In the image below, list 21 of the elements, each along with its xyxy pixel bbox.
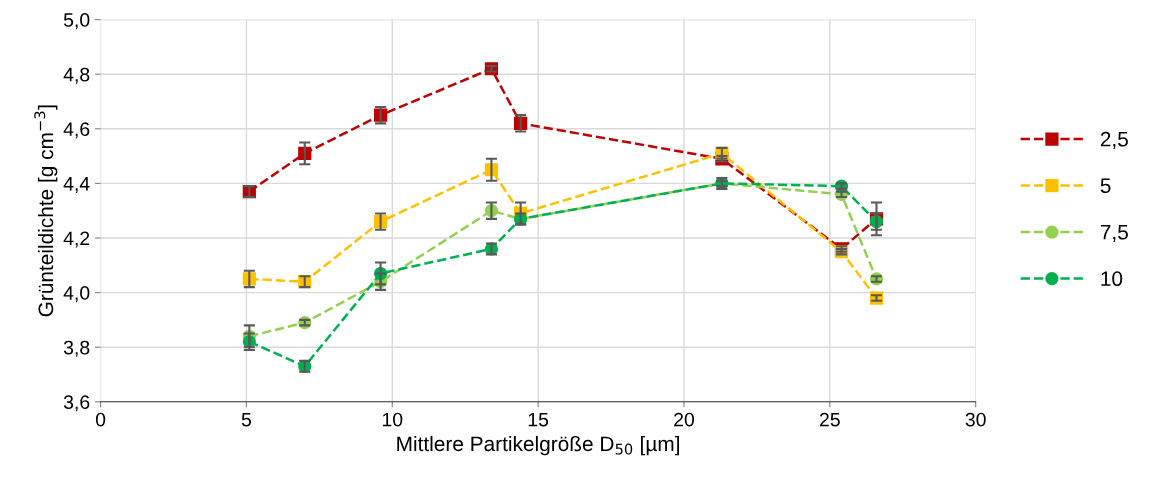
x-tick-label: 10 [382,412,403,427]
y-tick-label: 4,6 [63,122,90,139]
y-tick-label: 5,0 [63,13,90,30]
y-tick-label: 3,6 [63,395,90,412]
x-tick-label: 5 [241,412,252,427]
y-tick-label: 4,2 [63,231,90,248]
y-tick-label: 4,4 [63,177,90,193]
x-tick-label: 30 [965,412,986,427]
legend-label: 10 [1101,271,1123,287]
x-axis-title: Mittlere Partikelgröße D$_{50}$ [µm] [397,435,679,456]
legend-label: 7,5 [1100,225,1128,243]
x-tick-label: 20 [674,412,695,427]
legend-label: 5 [1100,178,1111,194]
y-axis-title: Grünteildichte [g cm$^{−3}$] [34,105,58,317]
y-tick-label: 4,0 [63,286,90,303]
x-tick-label: 15 [528,412,549,427]
x-tick-label: 25 [819,412,840,427]
legend-label: 2,5 [1100,131,1128,149]
y-tick-label: 4,8 [63,67,90,84]
x-tick-label: 0 [95,412,106,427]
y-tick-label: 3,8 [63,340,90,357]
